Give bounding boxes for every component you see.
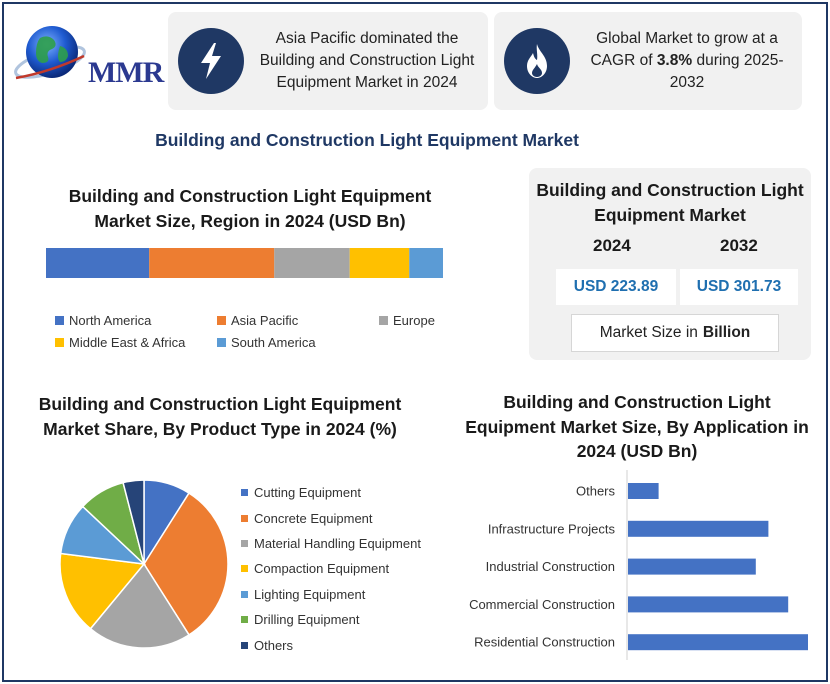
region-segment-middle-east-africa [349,248,410,278]
app-category-label: Others [576,484,616,499]
legend-label: Middle East & Africa [69,335,186,350]
legend-label: Compaction Equipment [254,561,390,577]
region-segment-asia-pacific [149,248,275,278]
pie-legend-item: Cutting Equipment [241,480,421,505]
region-segment-europe [274,248,350,278]
legend-label: Concrete Equipment [254,510,373,526]
globe-icon [14,26,86,80]
legend-swatch [241,641,248,649]
legend-label: Others [254,637,294,653]
legend-swatch [241,616,248,624]
legend-swatch [217,316,226,325]
pie-legend-item: Others [241,632,421,657]
region-legend-item: North America [55,313,151,328]
legend-swatch [55,338,64,347]
app-bar-industrial-construction [628,558,756,575]
pie-slice-concrete-equipment [143,492,229,636]
pie-legend-item: Lighting Equipment [241,582,421,607]
product-share-chart-title: Building and Construction Light Equipmen… [38,394,402,439]
unit-bold: Billion [702,324,751,341]
legend-label: South America [231,335,316,350]
market-size-box: Building and Construction Light Equipmen… [529,168,811,360]
legend-swatch [241,539,248,547]
app-bar-commercial-construction [628,596,789,613]
legend-label: Cutting Equipment [254,485,361,501]
header-card-text: Global Market to grow at a CAGR of 3.8% … [582,20,792,102]
cagr-text-after: during 2025-2032 [669,52,784,91]
market-size-unit: Market Size in Billion [571,314,779,352]
region-legend-item: Asia Pacific [217,313,298,328]
legend-swatch [241,514,248,522]
pie-slice-others [122,479,145,565]
unit-prefix: Market Size in [599,324,698,341]
region-chart-title: Building and Construction Light Equipmen… [68,186,432,231]
region-stacked-bar [46,248,443,278]
app-category-label: Residential Construction [474,635,615,650]
legend-label: Asia Pacific [231,313,299,328]
product-share-pie [59,479,229,649]
legend-swatch [241,489,248,497]
legend-swatch [241,590,248,598]
cagr-text-before: Global Market to grow at a CAGR of [590,30,778,69]
logo-text: MMR [88,56,164,89]
legend-swatch [379,316,388,325]
app-bar-residential-construction [628,634,808,651]
legend-label: North America [69,313,152,328]
pie-legend-item: Concrete Equipment [241,505,421,530]
legend-swatch [217,338,226,347]
app-category-label: Infrastructure Projects [488,521,616,536]
legend-swatch [55,316,64,325]
header-card-cagr: Global Market to grow at a CAGR of 3.8% … [494,12,802,110]
pie-slice-material-handling-equipment [89,562,191,649]
flame-icon [504,28,570,94]
mmr-logo: MMR [10,20,164,90]
legend-label: Europe [393,313,435,328]
legend-swatch [241,565,248,573]
header-card-text: Asia Pacific dominated the Building and … [259,30,475,91]
main-title: Building and Construction Light Equipmen… [155,130,579,150]
region-legend-item: Middle East & Africa [55,335,185,350]
pie-legend: Cutting Equipment Concrete Equipment Mater… [241,480,421,658]
app-category-label: Commercial Construction [469,597,615,612]
pie-legend-item: Material Handling Equipment [241,531,421,556]
app-bar-others [628,483,659,499]
value-start: USD 223.89 [556,269,676,305]
year-end: 2032 [720,236,758,255]
year-start: 2024 [593,236,631,255]
region-legend-item: Europe [379,313,435,328]
application-chart-title: Building and Construction Light Equipmen… [465,392,809,461]
app-bar-infrastructure-projects [628,520,769,537]
value-end: USD 301.73 [680,269,798,305]
region-segment-north-america [46,248,150,278]
region-segment-south-america [409,248,443,278]
cagr-value: 3.8% [656,52,693,69]
pie-legend-item: Compaction Equipment [241,556,421,581]
region-legend-item: South America [217,335,316,350]
pie-legend-item: Drilling Equipment [241,607,421,632]
legend-label: Material Handling Equipment [254,535,421,551]
application-bar-chart: Others Infrastructure Projects Industrial … [469,470,808,660]
lightning-bolt-icon [178,28,244,94]
header-card-region: Asia Pacific dominated the Building and … [168,12,488,110]
app-category-label: Industrial Construction [486,559,615,574]
legend-label: Drilling Equipment [254,612,360,628]
pie-slice-compaction-equipment [59,552,146,630]
market-size-title: Building and Construction Light Equipmen… [536,180,804,225]
legend-label: Lighting Equipment [254,586,366,602]
